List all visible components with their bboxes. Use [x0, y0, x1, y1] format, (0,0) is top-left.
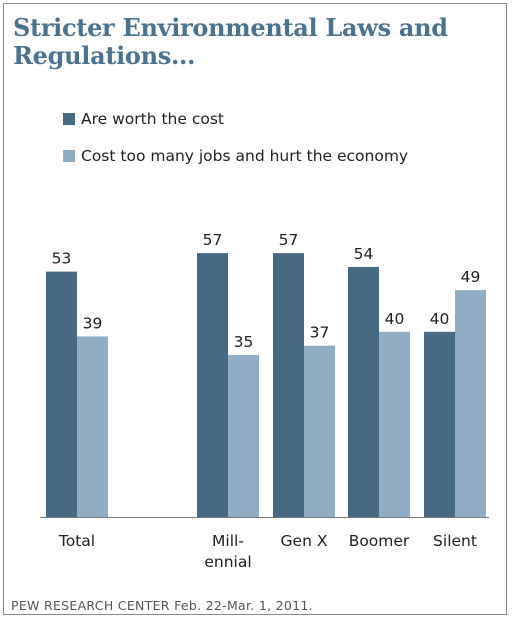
legend-label-worth: Are worth the cost [81, 110, 224, 128]
chart-frame [3, 3, 507, 615]
category-label-4: Silent [433, 532, 477, 550]
bar-worth-4 [424, 331, 455, 517]
bar-worth-3 [348, 266, 379, 517]
data-label-cost-4: 49 [461, 268, 481, 286]
bar-worth-2 [273, 253, 304, 517]
bar-cost-3 [379, 331, 410, 517]
bar-cost-1 [228, 354, 259, 517]
category-label-2: Gen X [281, 532, 328, 550]
source-note: PEW RESEARCH CENTER Feb. 22-Mar. 1, 2011… [11, 598, 313, 613]
bar-cost-2 [304, 345, 335, 517]
data-label-cost-2: 37 [310, 324, 330, 342]
legend-label-cost: Cost too many jobs and hurt the economy [81, 147, 409, 165]
category-label-0: Total [58, 532, 95, 550]
legend-swatch-worth [63, 113, 75, 125]
data-label-worth-0: 53 [52, 250, 72, 268]
legend-item-cost: Cost too many jobs and hurt the economy [63, 146, 408, 166]
bar-cost-0 [77, 336, 108, 517]
data-label-worth-1: 57 [203, 231, 223, 249]
data-label-worth-2: 57 [279, 231, 299, 249]
bar-worth-1 [197, 253, 228, 517]
data-label-cost-0: 39 [83, 314, 103, 332]
data-label-cost-3: 40 [385, 310, 405, 328]
category-label-1: Mill-ennial [204, 532, 251, 571]
bar-worth-0 [46, 271, 77, 517]
data-label-worth-3: 54 [354, 245, 374, 263]
chart-title: Stricter Environmental Laws and Regulati… [13, 13, 448, 70]
bar-cost-4 [455, 290, 486, 517]
data-label-worth-4: 40 [430, 310, 450, 328]
data-label-cost-1: 35 [234, 333, 254, 351]
legend-item-worth: Are worth the cost [63, 109, 224, 129]
legend-swatch-cost [63, 150, 75, 162]
category-label-3: Boomer [349, 532, 410, 550]
